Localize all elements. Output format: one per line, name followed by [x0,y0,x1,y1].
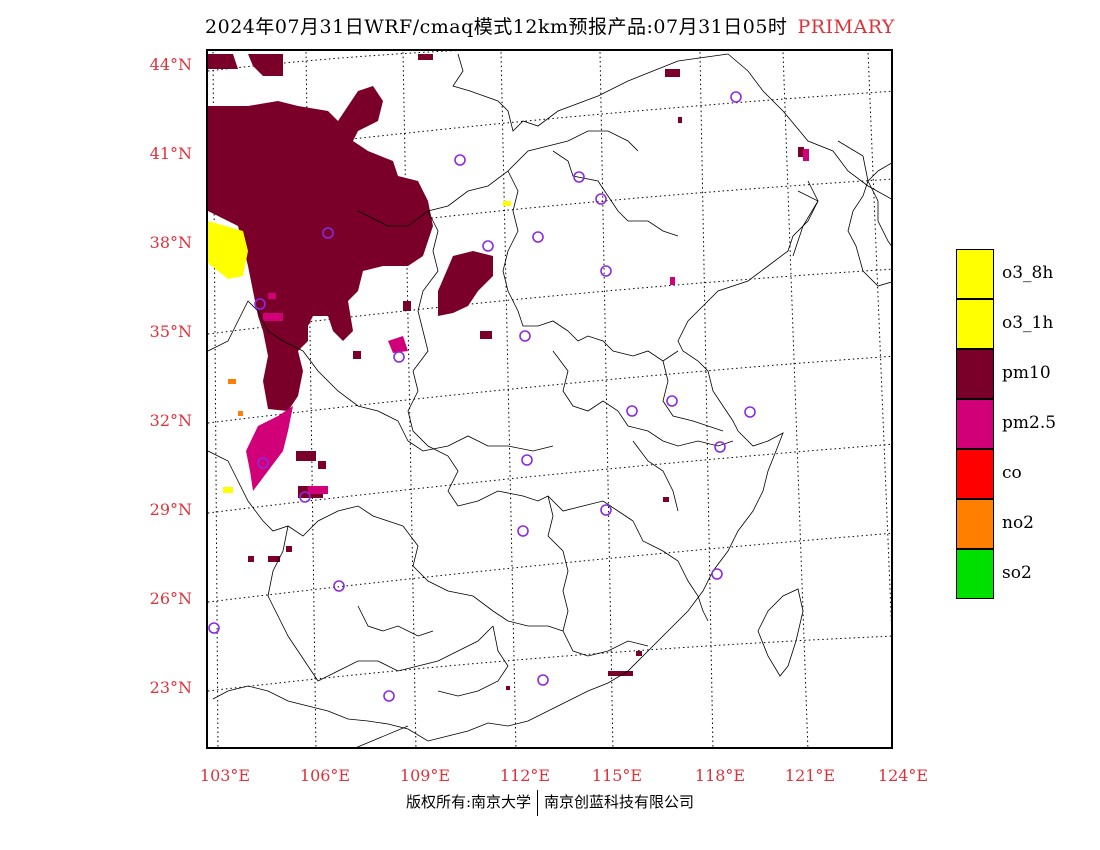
pm25-area [246,149,809,494]
legend-item-pm10: pm10 [956,349,1096,399]
legend-item-pm25: pm2.5 [956,399,1096,449]
title-tag: PRIMARY [797,16,895,38]
legend-swatch-pm25 [956,399,994,449]
map-title: 2024年07月31日WRF/cmaq模式12km预报产品:07月31日05时 P… [0,12,1100,39]
map-frame [206,49,893,749]
lon-label-115: 115°E [591,766,643,785]
legend-label-o3-1h: o3_1h [1002,313,1054,333]
legend-label-o3-8h: o3_8h [1002,263,1054,283]
legend-swatch-o3-8h [956,249,994,299]
legend-label-no2: no2 [1002,513,1034,533]
korea-outline [847,162,891,287]
lat-label-23: 23°N [149,678,192,697]
o3-area [208,201,511,493]
boundaries [208,53,891,742]
title-text: 2024年07月31日WRF/cmaq模式12km预报产品:07月31日05时 [205,16,788,38]
lat-label-26: 26°N [149,589,192,608]
legend: o3_8h o3_1h pm10 pm2.5 co no2 so2 [956,249,1096,599]
copyright-footer: 版权所有:南京大学 南京创蓝科技有限公司 [0,790,1100,816]
lon-label-124: 124°E [877,766,929,785]
lon-label-121: 121°E [784,766,836,785]
no2-area [228,379,243,416]
footer-right: 南京创蓝科技有限公司 [544,793,695,811]
legend-item-co: co [956,449,1096,499]
legend-item-o3-8h: o3_8h [956,249,1096,299]
lat-label-32: 32°N [149,411,192,430]
legend-label-so2: so2 [1002,563,1032,583]
legend-item-so2: so2 [956,549,1096,599]
legend-item-o3-1h: o3_1h [956,299,1096,349]
legend-swatch-pm10 [956,349,994,399]
lat-label-29: 29°N [149,500,192,519]
lat-label-38: 38°N [149,233,192,252]
legend-swatch-so2 [956,549,994,599]
legend-label-co: co [1002,463,1022,483]
legend-label-pm25: pm2.5 [1002,413,1057,433]
legend-swatch-no2 [956,499,994,549]
lat-label-35: 35°N [149,322,192,341]
lon-label-112: 112°E [499,766,551,785]
legend-swatch-o3-1h [956,299,994,349]
lat-label-41: 41°N [149,144,192,163]
station-markers [208,91,756,702]
lat-label-44: 44°N [149,55,192,74]
legend-swatch-co [956,449,994,499]
lon-label-118: 118°E [694,766,746,785]
legend-label-pm10: pm10 [1002,363,1051,383]
lon-label-103: 103°E [199,766,251,785]
footer-left: 版权所有:南京大学 [405,793,532,811]
pollution-map [208,51,891,747]
taiwan-outline [757,588,804,677]
lon-label-106: 106°E [299,766,351,785]
pm10-area [208,54,804,690]
footer-divider [537,790,539,816]
legend-item-no2: no2 [956,499,1096,549]
lon-label-109: 109°E [399,766,451,785]
